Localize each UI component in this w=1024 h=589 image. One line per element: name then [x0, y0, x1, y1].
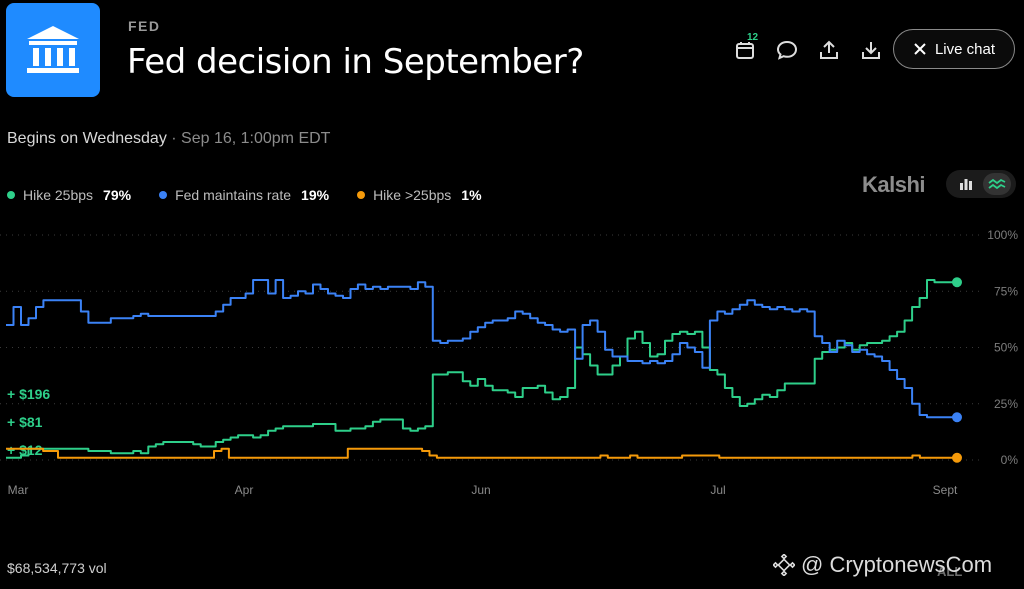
bar-view-button[interactable]	[952, 173, 980, 195]
close-icon	[914, 43, 926, 55]
line-view-button[interactable]	[982, 173, 1011, 195]
x-tick-label: Jul	[710, 483, 725, 497]
toolbar: 12	[730, 30, 898, 70]
series-line-fed-maintains-rate	[6, 279, 957, 419]
event-date: Begins on Wednesday · Sep 16, 1:00pm EDT	[7, 130, 330, 148]
legend-percent: 19%	[301, 187, 330, 203]
live-chat-button[interactable]: Live chat	[893, 29, 1015, 69]
series-line-hike-25bps	[6, 279, 957, 459]
x-tick-label: Mar	[8, 483, 29, 497]
legend-dot	[7, 191, 15, 199]
legend-label: Hike 25bps	[23, 187, 94, 203]
y-tick-label: 75%	[994, 284, 1018, 298]
legend-percent: 79%	[103, 187, 132, 203]
line-chart-icon	[987, 178, 1005, 190]
y-tick-label: 0%	[1001, 453, 1019, 467]
probability-chart: 100% 75% 50% 25% 0% Mar Apr Jun Jul Sept	[0, 228, 1019, 497]
binance-logo-icon	[773, 554, 795, 576]
calendar-icon	[736, 42, 754, 59]
begins-text: Begins on Wednesday	[7, 130, 167, 147]
range-all-button[interactable]: ALL	[937, 564, 963, 579]
download-icon	[862, 42, 880, 59]
page-title: Fed decision in September?	[127, 42, 584, 82]
legend-label: Hike >25bps	[373, 187, 452, 203]
legend-percent: 1%	[461, 187, 482, 203]
legend-item-hike-25bps[interactable]: Hike 25bps 79%	[7, 187, 131, 203]
comment-icon	[776, 40, 798, 60]
x-tick-label: Jun	[471, 483, 490, 497]
chart-legend: Hike 25bps 79% Fed maintains rate 19% Hi…	[7, 187, 482, 203]
watermark: @ CryptonewsCom	[773, 552, 992, 578]
legend-label: Fed maintains rate	[175, 187, 292, 203]
legend-item-maintain[interactable]: Fed maintains rate 19%	[159, 187, 329, 203]
event-datetime: · Sep 16, 1:00pm EDT	[166, 130, 331, 147]
series-line-hike-25bps	[6, 447, 957, 459]
gain-maintain: + $81	[7, 414, 43, 430]
legend-item-hike-over-25bps[interactable]: Hike >25bps 1%	[357, 187, 482, 203]
volume-text: $68,534,773 vol	[7, 560, 107, 576]
download-button[interactable]	[856, 30, 886, 70]
series-endpoint	[952, 412, 962, 423]
chart-view-toggle	[946, 170, 1016, 198]
x-tick-label: Sept	[933, 483, 958, 497]
legend-dot	[159, 191, 168, 199]
share-button[interactable]	[814, 30, 844, 70]
bar-chart-icon	[959, 179, 972, 190]
share-icon	[820, 40, 838, 59]
x-tick-label: Apr	[235, 483, 254, 497]
gain-hike-over-25bps: + $12	[7, 442, 43, 458]
market-category: FED	[128, 18, 161, 34]
y-tick-label: 50%	[994, 341, 1018, 355]
series-endpoint	[952, 277, 962, 288]
legend-dot	[357, 191, 366, 199]
watermark-text: @ CryptonewsCom	[801, 552, 993, 577]
y-tick-label: 100%	[987, 228, 1018, 242]
calendar-button[interactable]: 12	[730, 30, 760, 70]
gain-hike-25bps: + $196	[7, 386, 51, 402]
series-endpoint	[952, 452, 962, 463]
bank-building-icon	[27, 26, 79, 73]
comment-button[interactable]	[772, 30, 802, 70]
y-tick-label: 25%	[994, 397, 1018, 411]
kalshi-brand: Kalshi	[862, 172, 926, 197]
live-chat-label: Live chat	[934, 40, 996, 58]
fed-logo	[6, 3, 100, 97]
calendar-badge: 12	[747, 32, 759, 43]
